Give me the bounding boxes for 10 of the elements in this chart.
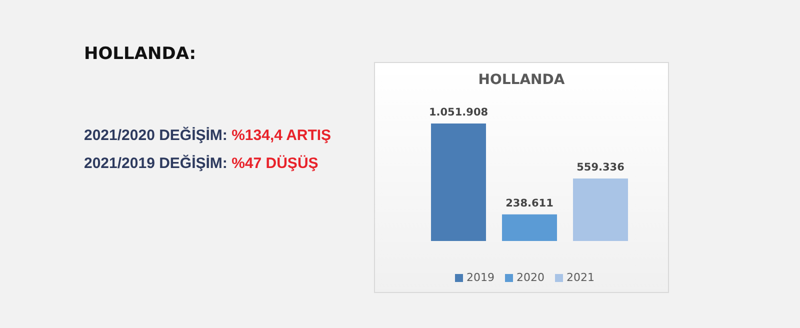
data-label: 238.611 [506, 197, 554, 210]
text: HOLLANDA: [84, 44, 196, 64]
text: 2021/2020 DEĞİŞİM: %134,4 ARTIŞ [84, 127, 332, 144]
legend-label: 2020 [516, 271, 544, 284]
text: 2021/2019 DEĞİŞİM: %47 DÜŞÜŞ [84, 155, 318, 172]
data-label: 559.336 [576, 162, 624, 174]
legend-label: 2021 [566, 271, 594, 284]
legend-label: 2019 [466, 271, 494, 284]
data-label: 1.051.908 [428, 106, 488, 119]
chart-title: HOLLANDA [477, 72, 566, 88]
